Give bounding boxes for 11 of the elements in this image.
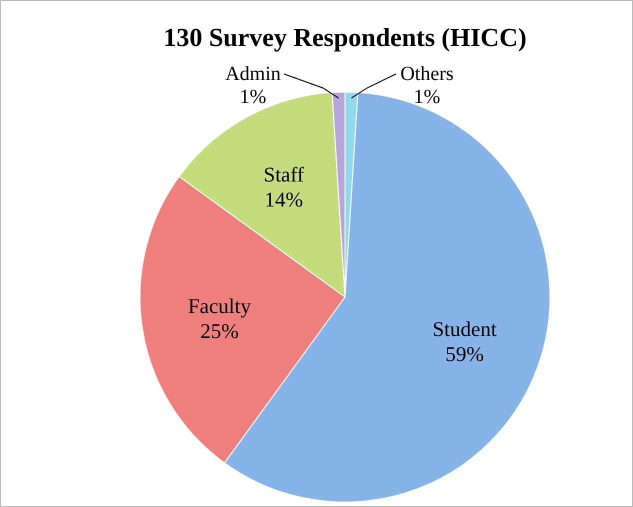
data-label: 25%	[200, 318, 239, 343]
slice-label: Admin	[225, 63, 281, 85]
slice-label: Faculty	[188, 294, 252, 318]
data-label: 59%	[445, 342, 484, 366]
slice-label: Student	[432, 317, 497, 342]
data-label: 1%	[414, 86, 440, 108]
data-label: 1%	[240, 86, 266, 108]
data-label: 14%	[264, 188, 304, 212]
slice-label: Staff	[264, 162, 304, 187]
chart-title: 130 Survey Respondents (HICC)	[163, 23, 527, 52]
slice-label: Others	[400, 63, 454, 85]
